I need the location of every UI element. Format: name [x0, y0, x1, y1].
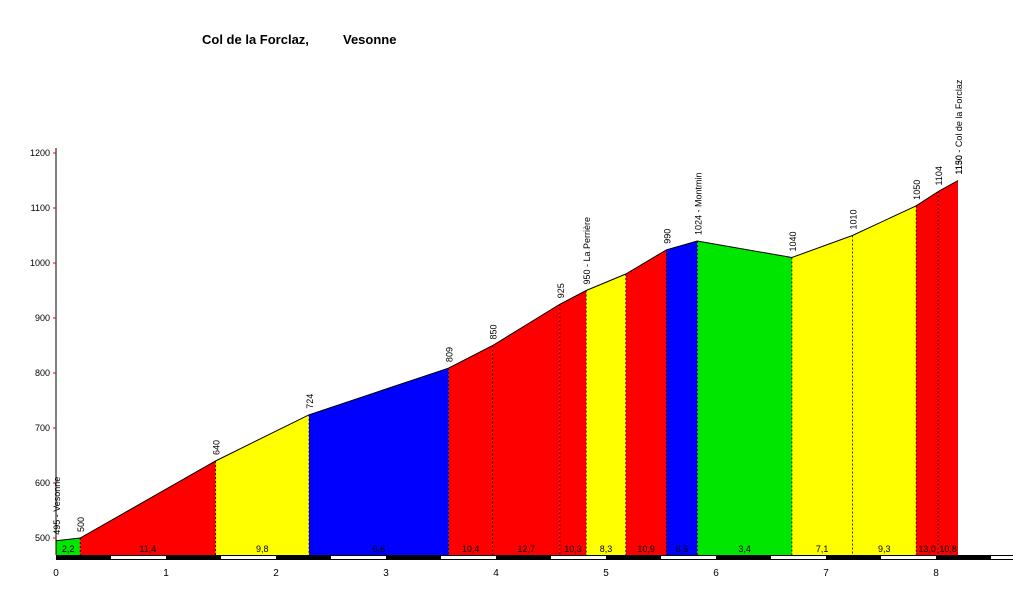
x-tick-label-1: 1: [163, 568, 169, 579]
elevation-label-8: 950 - La Perrière: [582, 217, 592, 285]
elevation-label-14: 1050: [912, 180, 922, 200]
grade-label-1: 2,2: [62, 544, 75, 554]
grade-label-3: 9,8: [256, 544, 269, 554]
grade-segment-9: [625, 249, 667, 556]
km-bar-white-8: [991, 556, 1013, 559]
grade-segment-3: [215, 414, 309, 555]
gradient-segments: [56, 180, 958, 556]
grade-segment-10: [666, 241, 698, 555]
elevation-label-4: 724: [305, 394, 315, 409]
axes: 500 600 700 800 900 1000 1100 1200: [30, 148, 57, 555]
grade-label-5: 10,4: [462, 544, 480, 554]
y-tick-label-500: 500: [35, 533, 50, 543]
elevation-label-17: 1150 - Col de la Forclaz: [954, 79, 964, 174]
elevation-label-13: 1010: [848, 209, 858, 229]
km-bar-white-2: [331, 556, 386, 559]
grade-label-6: 12,7: [517, 544, 535, 554]
grade-label-14: 13,0: [918, 544, 936, 554]
grade-labels: 2,2 11,4 9,8 6,6 10,4 12,7 10,3 8,3 10,9 5,5 3,4 7,…: [62, 544, 957, 554]
elevation-label-5: 809: [445, 347, 455, 362]
grade-segment-12: [791, 235, 853, 555]
km-bar-white-5: [661, 556, 716, 559]
grade-label-9: 10,9: [637, 544, 655, 554]
y-tick-label-900: 900: [35, 313, 50, 323]
chart-title-climb: Col de la Forclaz,: [202, 32, 309, 47]
elevation-label-11: 1024 - Montmin: [693, 172, 703, 235]
segment-dividers: [79, 191, 939, 555]
km-bar-white-6: [771, 556, 826, 559]
y-tick-label-1200: 1200: [30, 148, 50, 158]
y-tick-label-800: 800: [35, 368, 50, 378]
grade-label-15: 10,8: [939, 544, 957, 554]
grade-label-11: 3,4: [738, 544, 751, 554]
grade-label-2: 11,4: [139, 544, 156, 554]
grade-segment-14: [916, 191, 939, 555]
grade-segment-2: [80, 461, 216, 555]
elevation-profile-line: [55, 180, 959, 542]
x-tick-label-4: 4: [493, 568, 499, 579]
elevation-label-6: 850: [489, 324, 499, 339]
grade-segment-5: [448, 345, 493, 555]
grade-segment-7: [559, 290, 587, 555]
elevation-labels: 495 - Vesonne 500 640 724 809 850 925 950 - La …: [52, 79, 964, 535]
grade-segment-13: [852, 205, 917, 556]
grade-label-12: 7,1: [816, 544, 829, 554]
elevation-label-15: 1104: [934, 166, 944, 185]
grade-label-13: 9,3: [878, 544, 891, 554]
x-tick-label-2: 2: [273, 568, 279, 579]
x-tick-label-6: 6: [713, 568, 719, 579]
grade-segment-11: [697, 241, 792, 555]
km-bar-white-7: [881, 556, 936, 559]
km-bar-white-4: [551, 556, 606, 559]
km-bar-white-3: [441, 556, 496, 559]
grade-label-4: 6,6: [373, 544, 386, 554]
grade-label-10: 5,5: [676, 544, 689, 554]
chart-title: Col de la Forclaz, Vesonne: [202, 32, 396, 47]
km-bar-base: [56, 555, 1013, 560]
elevation-label-16: 1130: [954, 155, 964, 174]
grade-segment-6: [492, 304, 560, 555]
elevation-label-1: 495 - Vesonne: [52, 477, 62, 535]
kilometer-bar: 0 1 2 3 4 5 6 7 8: [53, 555, 1013, 579]
y-tick-label-700: 700: [35, 423, 50, 433]
grade-label-8: 8,3: [600, 544, 613, 554]
x-tick-label-3: 3: [383, 568, 389, 579]
chart-title-start: Vesonne: [343, 32, 396, 47]
y-tick-label-1000: 1000: [30, 258, 50, 268]
x-tick-label-0: 0: [53, 568, 59, 579]
grade-segment-15: [938, 180, 958, 555]
y-tick-label-1100: 1100: [31, 203, 50, 213]
x-tick-label-5: 5: [603, 568, 609, 579]
km-bar-white-1: [221, 556, 276, 559]
grade-segment-4: [309, 368, 449, 555]
grade-segment-8: [586, 274, 626, 555]
elevation-label-12: 1040: [788, 231, 798, 251]
x-tick-label-7: 7: [823, 568, 829, 579]
grade-label-7: 10,3: [564, 544, 582, 554]
elevation-label-2: 500: [76, 517, 86, 532]
y-tick-label-600: 600: [35, 478, 50, 488]
elevation-label-3: 640: [212, 440, 222, 455]
elevation-label-7: 925: [556, 283, 566, 298]
grade-segment-1: [56, 538, 81, 555]
x-tick-label-8: 8: [933, 568, 939, 579]
elevation-label-10: 990: [663, 229, 673, 244]
km-bar-white-0: [111, 556, 166, 559]
